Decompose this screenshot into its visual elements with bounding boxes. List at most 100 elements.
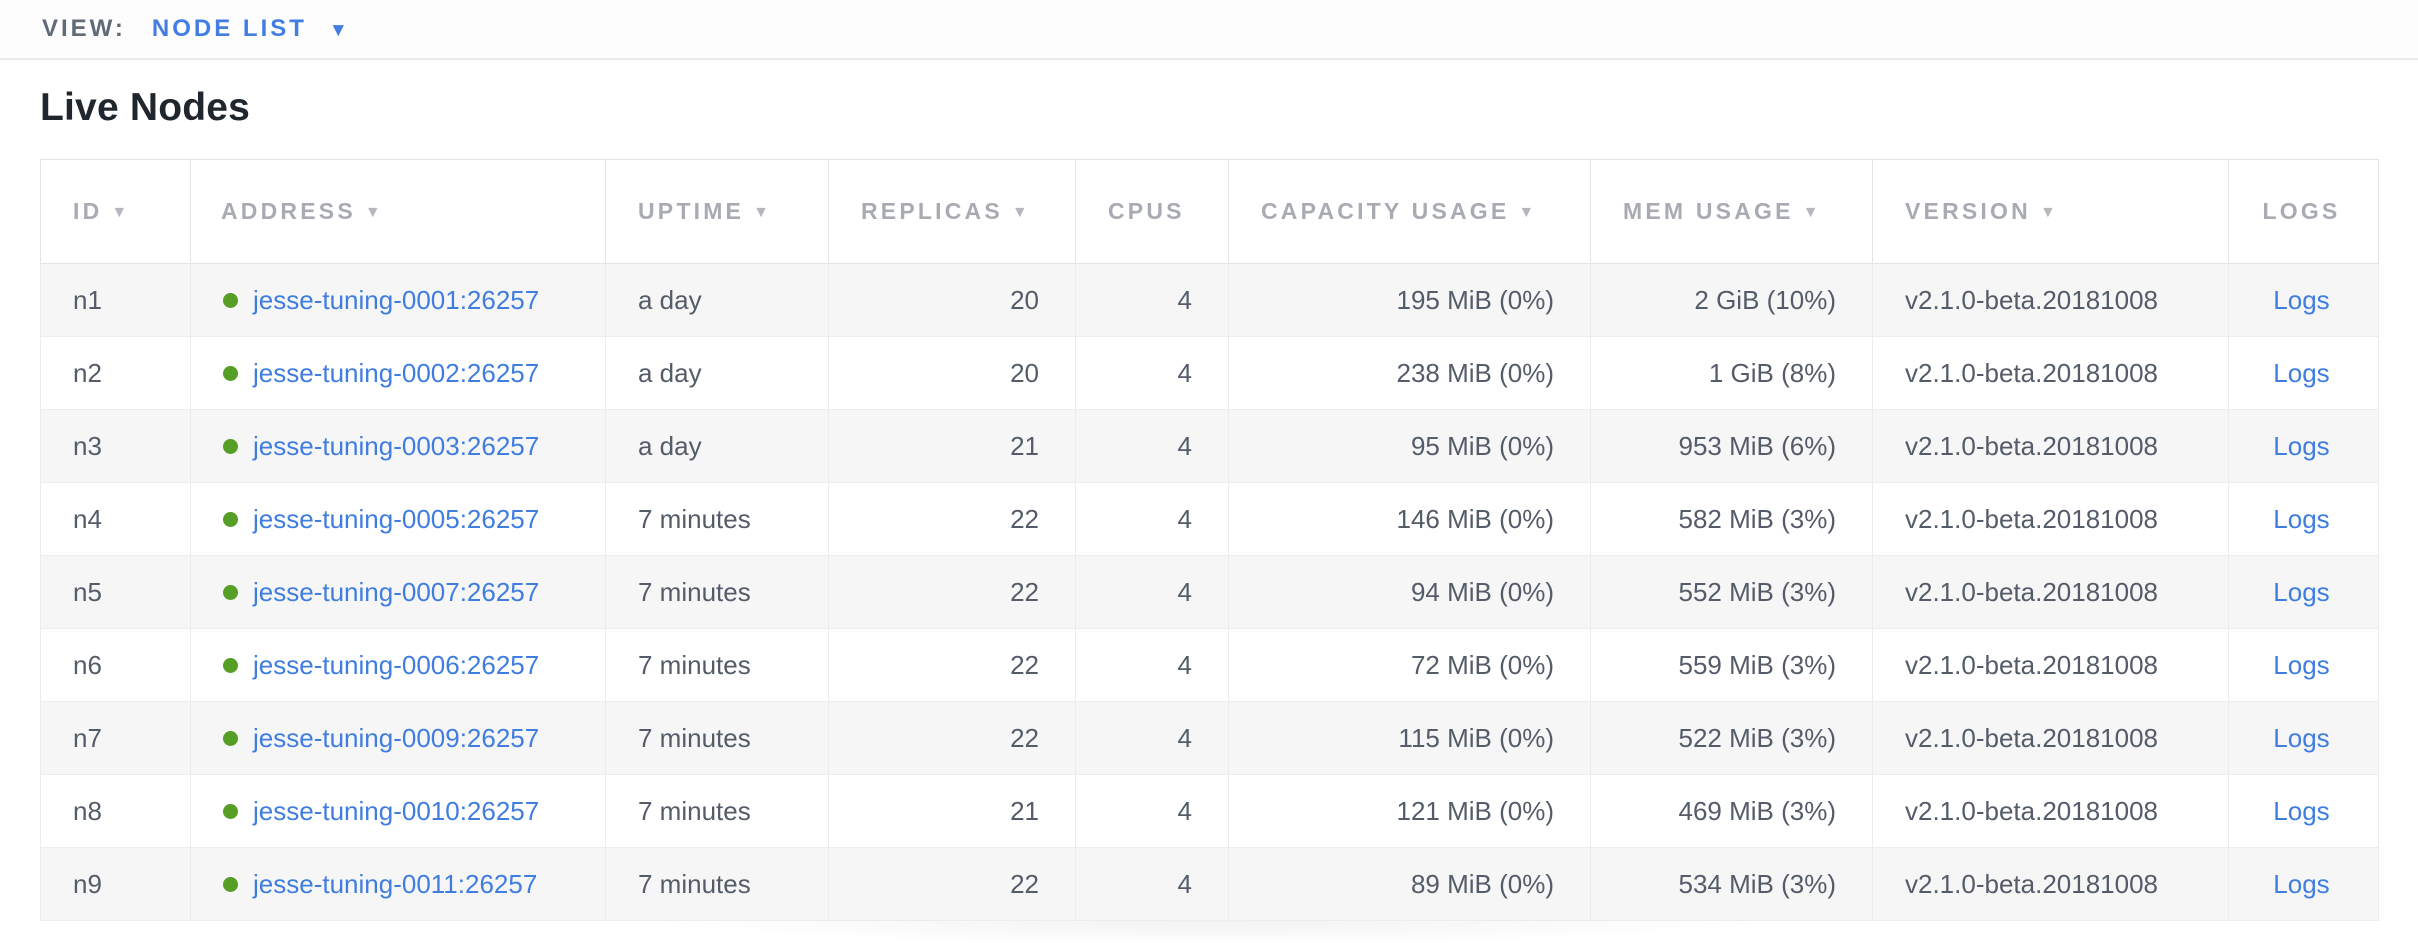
node-id-cell: n4 [40,482,191,556]
sort-desc-icon: ▼ [2039,204,2056,221]
version-cell: v2.1.0-beta.20181008 [1872,482,2229,556]
logs-link[interactable]: Logs [2273,576,2330,607]
sort-desc-icon: ▼ [111,204,128,221]
view-selector-dropdown[interactable]: NODE LIST ▼ [152,15,348,43]
live-status-icon [223,730,238,746]
node-id-cell: n2 [40,336,191,410]
node-address-link[interactable]: jesse-tuning-0011:26257 [253,868,538,899]
column-header-version[interactable]: VERSION ▼ [1872,159,2229,264]
node-address-cell: jesse-tuning-0007:26257 [190,555,606,629]
node-address-cell: jesse-tuning-0006:26257 [190,628,606,702]
version-cell: v2.1.0-beta.20181008 [1872,336,2229,410]
node-id-cell: n1 [40,263,191,337]
column-header-replicas[interactable]: REPLICAS ▼ [828,159,1076,264]
live-status-icon [223,584,238,600]
below-fold-shadow [470,921,1950,946]
capacity-usage-cell: 94 MiB (0%) [1228,555,1591,629]
node-address-link[interactable]: jesse-tuning-0002:26257 [253,357,540,388]
mem-usage-cell: 534 MiB (3%) [1590,847,1873,921]
logs-link[interactable]: Logs [2273,649,2330,680]
capacity-usage-cell: 72 MiB (0%) [1228,628,1591,702]
uptime-cell: 7 minutes [605,847,829,921]
node-address-link[interactable]: jesse-tuning-0003:26257 [253,430,540,461]
live-nodes-section: Live Nodes ID ▼ ADDRESS ▼ UPTIME ▼ REPLICAS… [0,86,2418,921]
capacity-usage-cell: 115 MiB (0%) [1228,701,1591,775]
cpus-cell: 4 [1075,263,1229,337]
logs-cell: Logs [2228,847,2379,921]
mem-usage-cell: 953 MiB (6%) [1590,409,1873,483]
sort-desc-icon: ▼ [364,204,381,221]
replicas-cell: 20 [828,336,1076,410]
replicas-cell: 21 [828,409,1076,483]
uptime-cell: 7 minutes [605,555,829,629]
version-cell: v2.1.0-beta.20181008 [1872,409,2229,483]
dropdown-arrow-icon: ▼ [328,20,348,41]
mem-usage-cell: 469 MiB (3%) [1590,774,1873,848]
capacity-usage-cell: 238 MiB (0%) [1228,336,1591,410]
column-header-id[interactable]: ID ▼ [40,159,191,264]
logs-link[interactable]: Logs [2273,868,2330,899]
table-row: n3 jesse-tuning-0003:26257 a day 21 4 95… [40,409,2379,483]
column-header-uptime[interactable]: UPTIME ▼ [605,159,829,264]
node-address-link[interactable]: jesse-tuning-0001:26257 [253,284,540,315]
column-header-address[interactable]: ADDRESS ▼ [190,159,606,264]
replicas-cell: 21 [828,774,1076,848]
node-id-cell: n8 [40,774,191,848]
logs-cell: Logs [2228,409,2379,483]
table-row: n7 jesse-tuning-0009:26257 7 minutes 22 … [40,701,2379,775]
node-address-link[interactable]: jesse-tuning-0007:26257 [253,576,540,607]
live-status-icon [223,438,238,454]
uptime-cell: 7 minutes [605,628,829,702]
uptime-cell: 7 minutes [605,482,829,556]
uptime-cell: a day [605,263,829,337]
node-address-link[interactable]: jesse-tuning-0010:26257 [253,795,540,826]
node-address-link[interactable]: jesse-tuning-0006:26257 [253,649,540,680]
live-status-icon [223,292,238,308]
cpus-cell: 4 [1075,701,1229,775]
column-header-cpus: CPUS [1075,159,1229,264]
sort-desc-icon: ▼ [753,204,769,221]
column-header-capacity-usage[interactable]: CAPACITY USAGE ▼ [1228,159,1591,264]
mem-usage-cell: 552 MiB (3%) [1590,555,1873,629]
mem-usage-cell: 582 MiB (3%) [1590,482,1873,556]
live-status-icon [223,365,238,381]
column-header-mem-usage[interactable]: MEM USAGE ▼ [1590,159,1873,264]
version-cell: v2.1.0-beta.20181008 [1872,555,2229,629]
logs-link[interactable]: Logs [2273,722,2330,753]
live-status-icon [223,511,238,527]
table-row: n8 jesse-tuning-0010:26257 7 minutes 21 … [40,774,2379,848]
logs-link[interactable]: Logs [2273,357,2330,388]
replicas-cell: 22 [828,482,1076,556]
uptime-cell: a day [605,409,829,483]
mem-usage-cell: 522 MiB (3%) [1590,701,1873,775]
column-header-logs: LOGS [2228,159,2379,264]
node-address-cell: jesse-tuning-0003:26257 [190,409,606,483]
replicas-cell: 22 [828,628,1076,702]
table-header-row: ID ▼ ADDRESS ▼ UPTIME ▼ REPLICAS ▼ CPUS CAPA… [40,159,2379,264]
table-row: n6 jesse-tuning-0006:26257 7 minutes 22 … [40,628,2379,702]
sort-desc-icon: ▼ [1011,204,1028,221]
cpus-cell: 4 [1075,336,1229,410]
table-row: n2 jesse-tuning-0002:26257 a day 20 4 23… [40,336,2379,410]
view-bar: VIEW: NODE LIST ▼ [0,0,2418,60]
node-address-link[interactable]: jesse-tuning-0005:26257 [253,503,540,534]
logs-link[interactable]: Logs [2273,795,2330,826]
table-row: n9 jesse-tuning-0011:26257 7 minutes 22 … [40,847,2379,921]
cpus-cell: 4 [1075,409,1229,483]
replicas-cell: 22 [828,555,1076,629]
node-address-cell: jesse-tuning-0011:26257 [190,847,606,921]
logs-link[interactable]: Logs [2273,430,2330,461]
live-status-icon [223,876,238,892]
node-address-link[interactable]: jesse-tuning-0009:26257 [253,722,540,753]
uptime-cell: 7 minutes [605,701,829,775]
logs-link[interactable]: Logs [2273,284,2330,315]
sort-desc-icon: ▼ [1802,204,1819,221]
version-cell: v2.1.0-beta.20181008 [1872,701,2229,775]
node-id-cell: n9 [40,847,191,921]
logs-cell: Logs [2228,482,2379,556]
live-status-icon [223,657,238,673]
view-selected-value: NODE LIST [151,15,307,42]
logs-link[interactable]: Logs [2273,503,2330,534]
logs-cell: Logs [2228,628,2379,702]
replicas-cell: 22 [828,847,1076,921]
